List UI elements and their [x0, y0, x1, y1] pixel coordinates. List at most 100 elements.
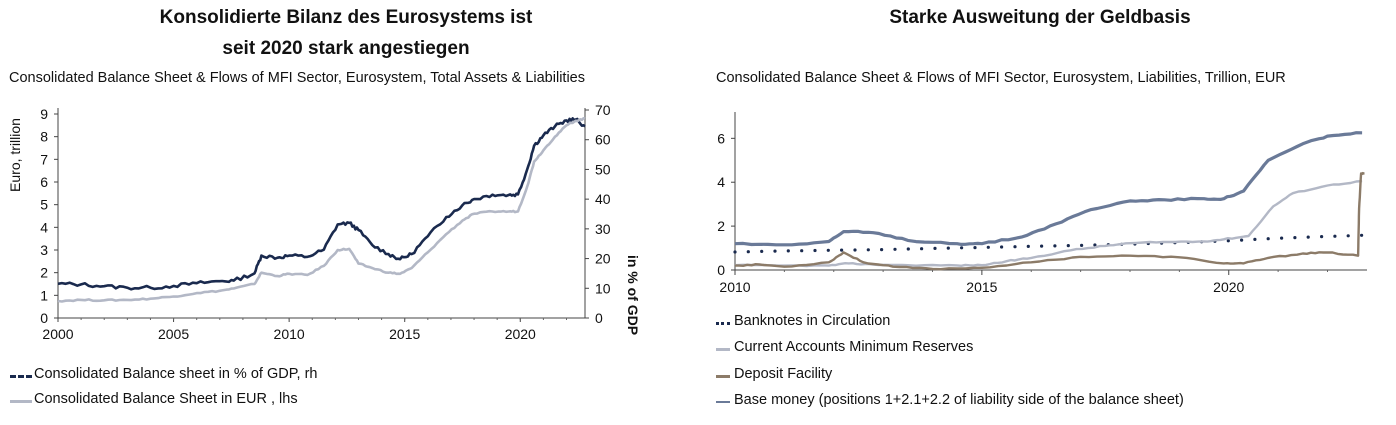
banknotes-dot [1333, 234, 1337, 238]
series-line-deposit-facility [735, 171, 1366, 271]
series-line-eur [57, 117, 586, 303]
x-tick-label: 2015 [389, 326, 420, 342]
y-tick-label: 4 [717, 174, 725, 190]
legend-item-banknotes: Banknotes in Circulation [716, 313, 890, 329]
y-axis-label: Euro, trillion [7, 118, 23, 192]
y-tick-label: 1 [40, 287, 48, 303]
legend-label: Current Accounts Minimum Reserves [734, 339, 974, 355]
series-line-base-money [734, 131, 1363, 247]
y-tick-label: 4 [40, 219, 48, 235]
y-tick-label: 7 [40, 151, 48, 167]
banknotes-dot [880, 248, 884, 252]
banknotes-dot [1026, 244, 1030, 248]
banknotes-dot [960, 246, 964, 250]
banknotes-dot [1040, 244, 1044, 248]
banknotes-dot [853, 248, 857, 252]
banknotes-dot [1013, 245, 1017, 249]
legend-item-eur: Consolidated Balance Sheet in EUR , lhs [10, 391, 298, 407]
banknotes-dot [760, 249, 764, 253]
legend-swatch-line-icon [716, 375, 730, 378]
banknotes-dot [1066, 244, 1070, 248]
legend-label: Deposit Facility [734, 366, 833, 382]
banknotes-dot [733, 250, 737, 254]
left-chart-title: Konsolidierte Bilanz des Eurosystems ist… [10, 2, 682, 64]
banknotes-dot [800, 249, 804, 253]
right-chart-subtitle: Consolidated Balance Sheet & Flows of MF… [716, 70, 1286, 86]
y2-tick-label: 70 [595, 102, 611, 118]
y-tick-label: 0 [40, 310, 48, 326]
banknotes-dot [1226, 239, 1230, 243]
y2-axis-label: in % of GDP [625, 255, 641, 335]
right-chart-title: Starke Ausweitung der Geldbasis [889, 7, 1191, 28]
series-line-current-accounts [734, 179, 1363, 268]
left-title-line2: seit 2020 stark angestiegen [222, 38, 470, 59]
banknotes-dot [1320, 235, 1324, 239]
y-tick-label: 5 [40, 197, 48, 213]
banknotes-dot [1346, 234, 1350, 238]
banknotes-dot [1253, 237, 1257, 241]
legend-item-deposit-facility: Deposit Facility [716, 366, 832, 382]
y-tick-label: 6 [40, 174, 48, 190]
legend-swatch-line-icon [10, 400, 32, 403]
y-tick-label: 8 [40, 129, 48, 145]
legend-swatch-dotted-icon [716, 322, 730, 325]
banknotes-dot [1293, 236, 1297, 240]
y2-tick-label: 50 [595, 161, 611, 177]
y2-tick-label: 0 [595, 310, 603, 326]
legend-swatch-dashed-icon [10, 375, 32, 378]
x-tick-label: 2000 [42, 326, 73, 342]
banknotes-dot [1240, 238, 1244, 242]
banknotes-dot [786, 249, 790, 253]
x-tick-label: 2020 [1213, 279, 1244, 295]
legend-label: Consolidated Balance sheet in % of GDP, … [34, 366, 318, 382]
left-chart-subtitle: Consolidated Balance Sheet & Flows of MF… [9, 70, 585, 86]
legend-swatch-line-icon [716, 348, 730, 351]
banknotes-dot [946, 246, 950, 250]
y2-tick-label: 60 [595, 132, 611, 148]
banknotes-dot [866, 248, 870, 252]
x-tick-label: 2020 [505, 326, 536, 342]
y-tick-label: 0 [717, 262, 725, 278]
legend-item-current-accounts: Current Accounts Minimum Reserves [716, 339, 973, 355]
banknotes-dot [986, 245, 990, 249]
banknotes-dot [1266, 237, 1270, 241]
x-tick-label: 2015 [966, 279, 997, 295]
banknotes-dot [933, 246, 937, 250]
series-line-gdp [57, 117, 586, 291]
legend-item-base-money: Base money (positions 1+2.1+2.2 of liabi… [716, 392, 1184, 408]
y2-tick-label: 10 [595, 280, 611, 296]
y-tick-label: 2 [717, 218, 725, 234]
banknotes-dot [826, 248, 830, 252]
banknotes-dot [813, 248, 817, 253]
y2-tick-label: 40 [595, 191, 611, 207]
banknotes-dot [1053, 244, 1057, 248]
banknotes-dot [1000, 245, 1004, 249]
banknotes-dot [973, 246, 977, 250]
y-tick-label: 2 [40, 265, 48, 281]
y-tick-label: 6 [717, 130, 725, 146]
banknotes-dot [920, 247, 924, 251]
banknotes-dot [1080, 243, 1084, 247]
banknotes-dot [1360, 233, 1364, 237]
legend-label: Base money (positions 1+2.1+2.2 of liabi… [734, 392, 1184, 408]
banknotes-dot [773, 249, 777, 253]
legend-item-gdp: Consolidated Balance sheet in % of GDP, … [10, 366, 317, 382]
legend-swatch-marker-icon [716, 401, 730, 403]
banknotes-dot [840, 248, 844, 252]
y-tick-label: 9 [40, 106, 48, 122]
x-tick-label: 2010 [719, 279, 750, 295]
legend-label: Banknotes in Circulation [734, 313, 891, 329]
banknotes-dot [1306, 235, 1310, 239]
banknotes-dot [1280, 236, 1284, 240]
banknotes-dot [906, 247, 910, 251]
banknotes-dot [746, 250, 750, 254]
x-tick-label: 2010 [274, 326, 305, 342]
banknotes-dot [893, 247, 897, 251]
y2-tick-label: 30 [595, 221, 611, 237]
x-tick-label: 2005 [158, 326, 189, 342]
y-tick-label: 3 [40, 242, 48, 258]
banknotes-dot [1093, 243, 1097, 247]
left-title-line1: Konsolidierte Bilanz des Eurosystems ist [159, 7, 533, 28]
